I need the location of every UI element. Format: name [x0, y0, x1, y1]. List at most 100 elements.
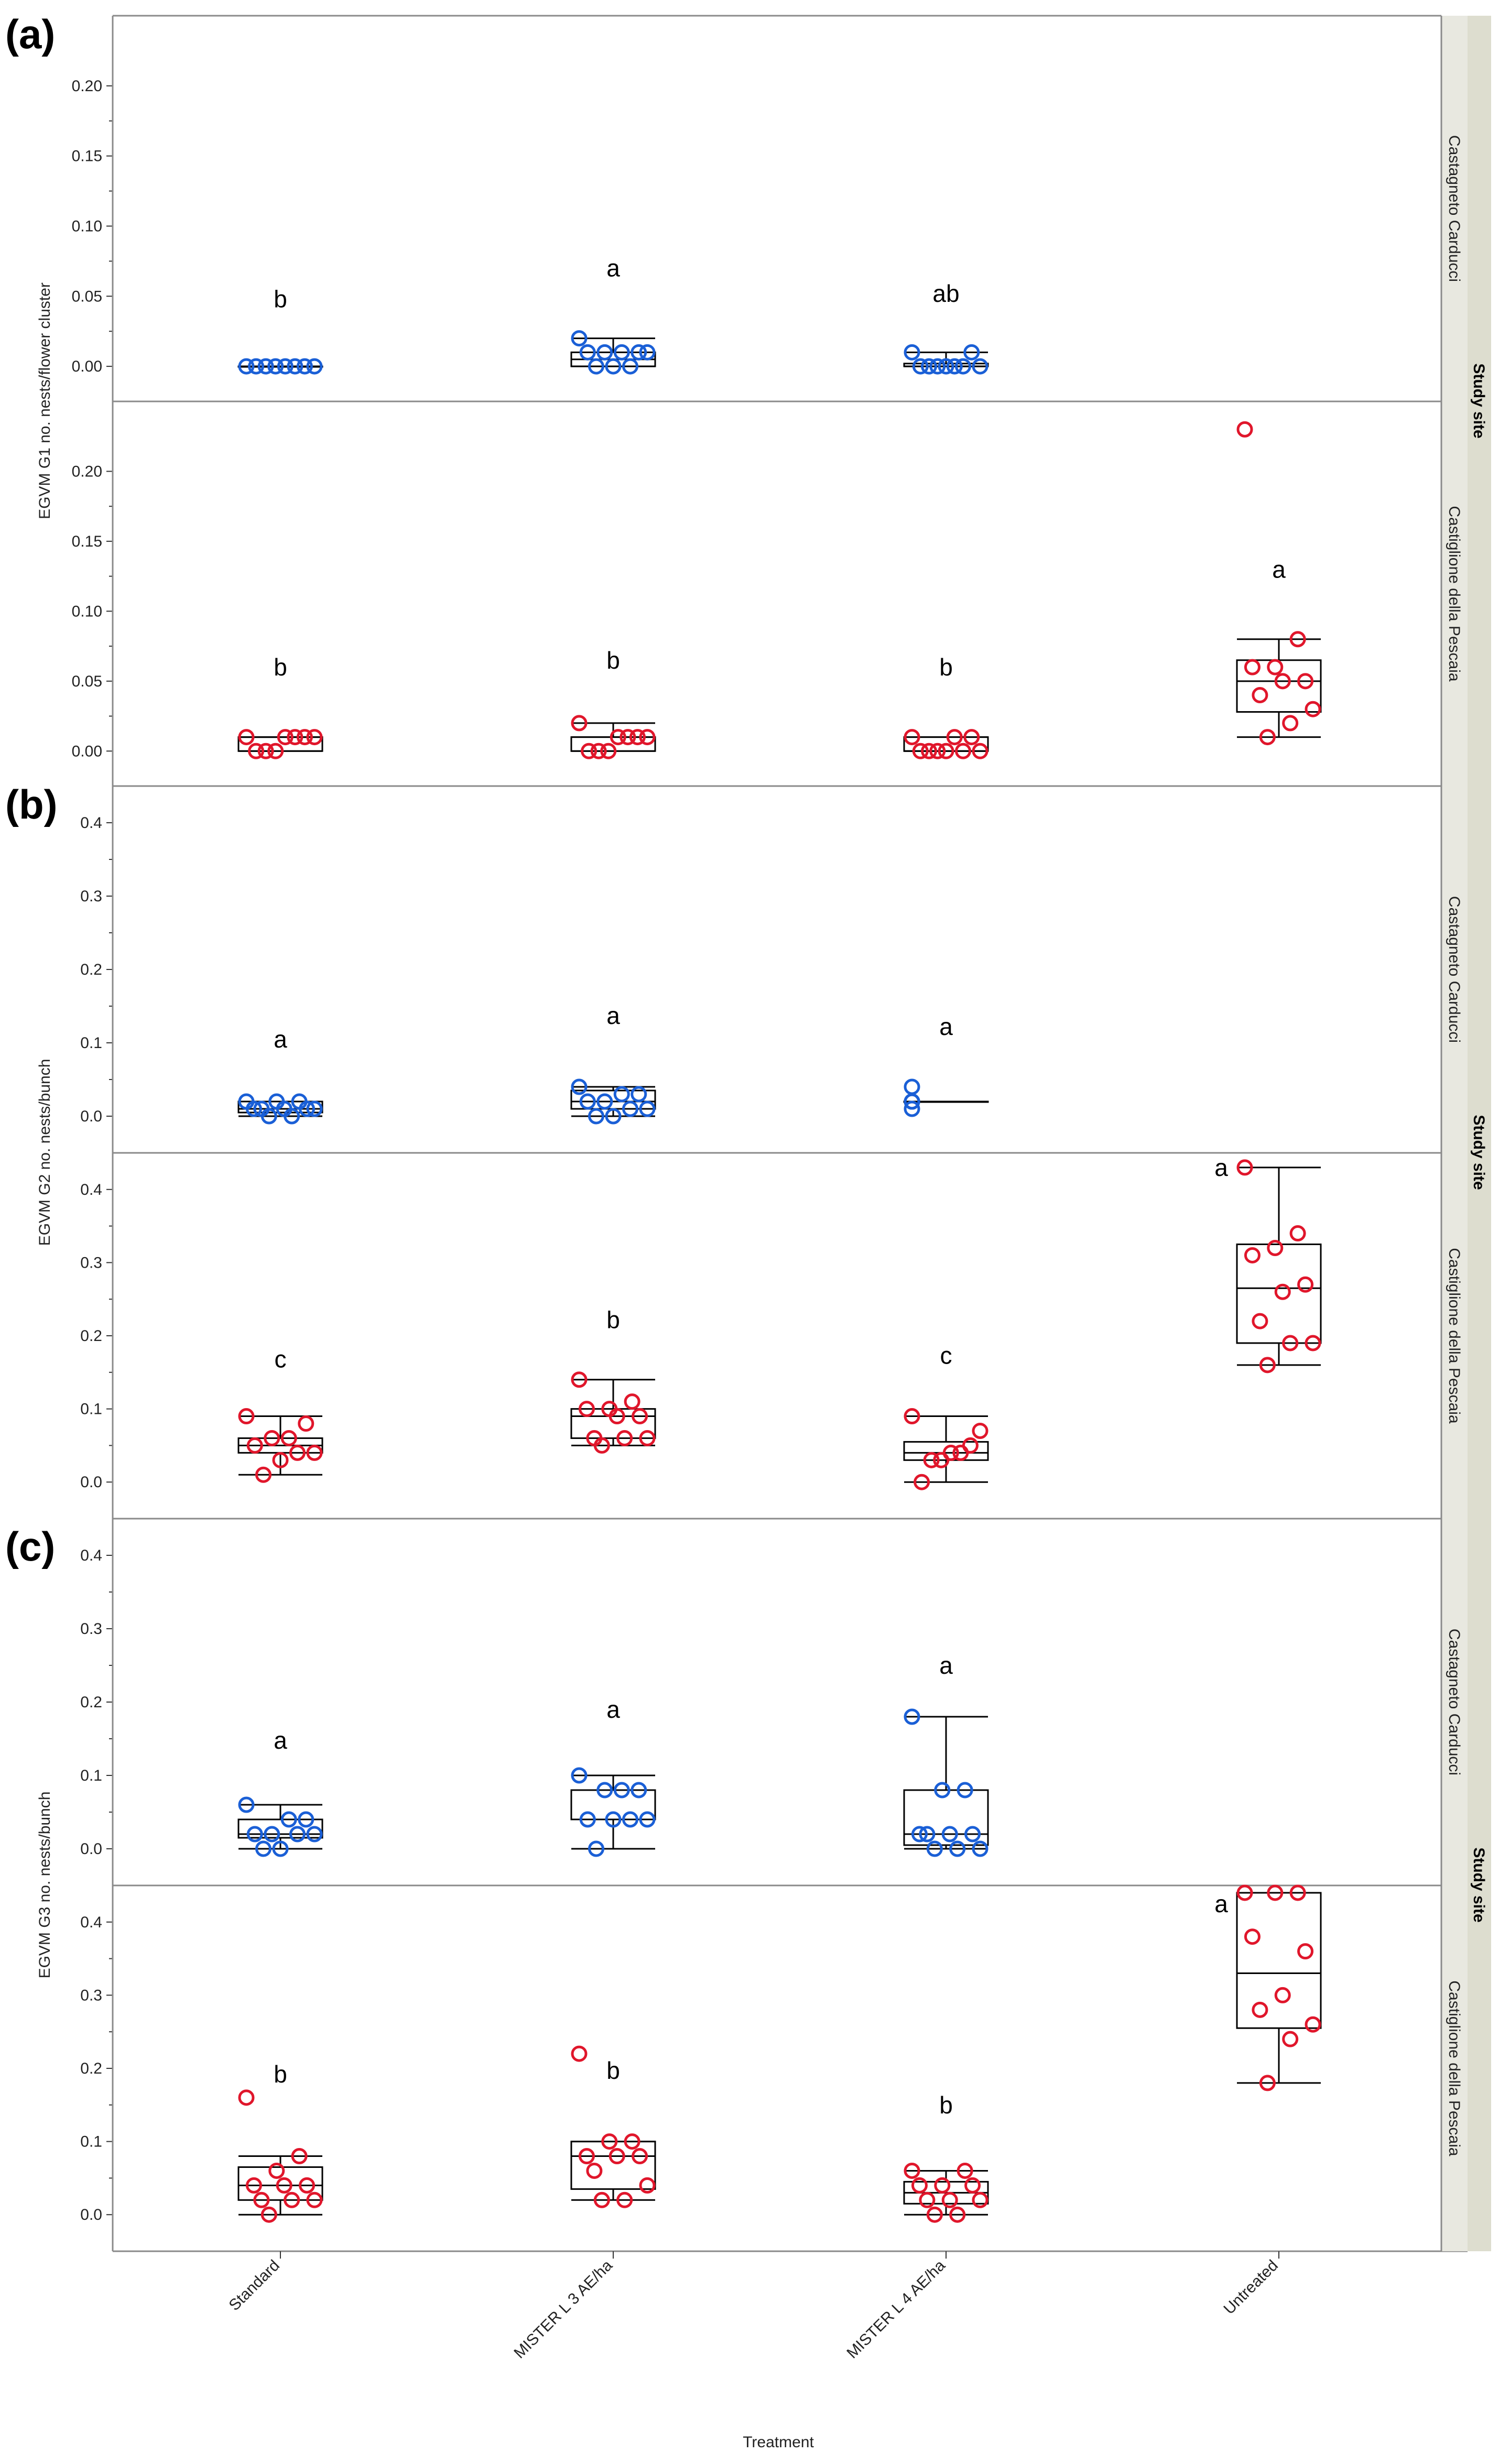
data-point — [272, 1452, 289, 1468]
data-point — [306, 729, 323, 746]
data-point — [255, 1466, 271, 1483]
data-point — [1267, 659, 1284, 675]
data-point — [972, 2192, 988, 2208]
data-point — [238, 358, 255, 375]
data-point — [579, 1093, 596, 1110]
significance-letter: b — [274, 2060, 287, 2088]
data-point — [921, 358, 937, 375]
significance-letter: ab — [932, 280, 959, 307]
data-point — [921, 743, 937, 759]
data-point — [1274, 1987, 1291, 2003]
data-point — [616, 1430, 633, 1446]
data-point — [605, 358, 622, 375]
data-point — [1282, 715, 1299, 732]
data-point — [624, 1393, 640, 1410]
data-point — [260, 2206, 277, 2223]
group-standard: a — [237, 1026, 323, 1125]
data-point — [1305, 2016, 1321, 2033]
data-point — [914, 1474, 930, 1490]
data-point — [1259, 2075, 1276, 2091]
data-point — [255, 1840, 271, 1857]
y-tick-label: 0.3 — [80, 1987, 102, 2004]
data-point — [609, 1408, 625, 1425]
data-point — [246, 1437, 263, 1454]
y-tick-label: 0.2 — [80, 1694, 102, 1711]
data-point — [904, 729, 920, 746]
group-mister-l-3-ae-ha: a — [570, 1002, 656, 1125]
data-point — [631, 1086, 647, 1103]
y-axis-title: EGVM G1 no. nests/flower cluster — [36, 282, 53, 519]
box-iqr — [237, 2166, 323, 2201]
data-point — [306, 2192, 323, 2208]
data-point — [605, 1811, 622, 1828]
data-point — [613, 344, 630, 361]
data-point — [296, 358, 313, 375]
site-strip — [1441, 1885, 1468, 2251]
data-point — [620, 729, 636, 746]
data-point — [260, 1108, 277, 1125]
data-point — [578, 1401, 595, 1418]
group-mister-l-3-ae-ha: b — [570, 1306, 656, 1454]
data-point — [267, 743, 284, 759]
site-strip-label: Castiglione della Pescaia — [1446, 1248, 1463, 1424]
group-standard: b — [237, 286, 323, 375]
facet-castiglione: 0.00 0.05 0.10 0.15 0.20 Castiglione della Pe… — [72, 401, 1468, 787]
data-point — [904, 344, 920, 361]
data-point — [616, 2192, 633, 2208]
data-point — [1267, 1884, 1284, 1901]
data-point — [934, 2177, 951, 2194]
data-point — [972, 1840, 988, 1857]
significance-letter: b — [939, 653, 953, 681]
data-point — [590, 743, 607, 759]
data-point — [272, 1840, 289, 1857]
data-point — [631, 1782, 647, 1798]
data-point — [306, 1444, 323, 1461]
data-point — [306, 1100, 323, 1117]
significance-letter: c — [940, 1342, 952, 1369]
data-point — [581, 743, 598, 759]
y-tick-label: 0.2 — [80, 961, 102, 978]
group-mister-l-4-ae-ha: b — [903, 2091, 989, 2223]
study-site-strip — [1468, 16, 1491, 786]
y-tick-label: 0.0 — [80, 1108, 102, 1125]
data-point — [596, 344, 613, 361]
data-point — [912, 743, 929, 759]
group-mister-l-4-ae-ha: ab — [903, 280, 989, 375]
data-point — [610, 729, 626, 746]
data-point — [622, 358, 638, 375]
data-point — [624, 2133, 640, 2150]
data-point — [248, 743, 265, 759]
data-point — [277, 358, 294, 375]
data-point — [1236, 1159, 1253, 1176]
group-mister-l-4-ae-ha: c — [903, 1342, 989, 1490]
data-point — [949, 2206, 966, 2223]
data-point — [938, 358, 954, 375]
significance-letter: a — [274, 1026, 287, 1053]
study-site-strip — [1468, 786, 1491, 1519]
data-point — [964, 1826, 981, 1842]
data-point — [296, 729, 313, 746]
y-tick-label: 0.4 — [80, 1914, 102, 1931]
data-point — [955, 358, 971, 375]
box-iqr — [570, 2141, 656, 2190]
group-mister-l-3-ae-ha: a — [570, 1696, 656, 1857]
data-point — [579, 1811, 596, 1828]
data-point — [1297, 1276, 1314, 1293]
data-point — [941, 2192, 958, 2208]
significance-letter: b — [606, 2057, 620, 2084]
data-point — [571, 715, 588, 732]
y-tick-label: 0.3 — [80, 1254, 102, 1271]
data-point — [963, 344, 980, 361]
data-point — [284, 1108, 300, 1125]
data-point — [245, 2177, 262, 2194]
data-point — [1244, 1247, 1261, 1263]
significance-letter: b — [939, 2091, 953, 2119]
significance-letter: a — [1214, 1154, 1228, 1181]
data-point — [919, 1826, 936, 1842]
group-untreated: a — [1236, 421, 1322, 746]
data-point — [929, 743, 946, 759]
data-point — [264, 1430, 280, 1446]
study-site-strip — [1468, 1519, 1491, 2251]
